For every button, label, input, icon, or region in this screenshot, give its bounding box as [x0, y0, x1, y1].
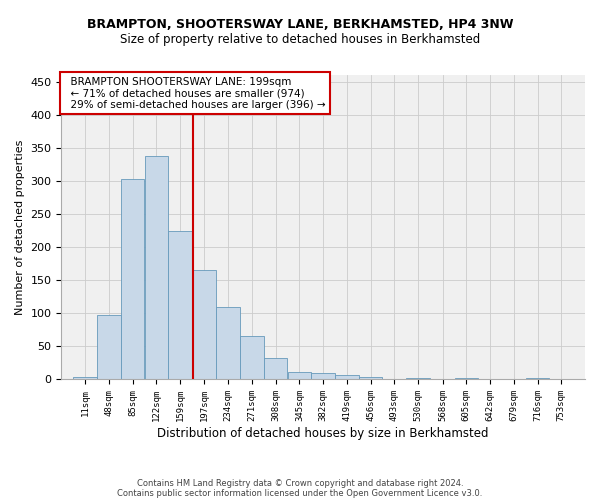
Bar	[240, 336, 264, 380]
Bar	[335, 375, 359, 380]
Bar	[217, 306, 240, 380]
Bar	[121, 179, 145, 380]
Y-axis label: Number of detached properties: Number of detached properties	[15, 140, 25, 315]
Bar	[73, 378, 97, 380]
Text: Size of property relative to detached houses in Berkhamsted: Size of property relative to detached ho…	[120, 32, 480, 46]
Text: BRAMPTON, SHOOTERSWAY LANE, BERKHAMSTED, HP4 3NW: BRAMPTON, SHOOTERSWAY LANE, BERKHAMSTED,…	[87, 18, 513, 30]
Bar	[311, 373, 335, 380]
Bar	[359, 378, 382, 380]
Bar	[145, 156, 168, 380]
Bar	[97, 316, 121, 380]
Text: Contains public sector information licensed under the Open Government Licence v3: Contains public sector information licen…	[118, 488, 482, 498]
Bar	[287, 372, 311, 380]
Text: BRAMPTON SHOOTERSWAY LANE: 199sqm
  ← 71% of detached houses are smaller (974)
 : BRAMPTON SHOOTERSWAY LANE: 199sqm ← 71% …	[64, 76, 326, 110]
Bar	[455, 378, 478, 380]
X-axis label: Distribution of detached houses by size in Berkhamsted: Distribution of detached houses by size …	[157, 427, 489, 440]
Bar	[193, 270, 216, 380]
Text: Contains HM Land Registry data © Crown copyright and database right 2024.: Contains HM Land Registry data © Crown c…	[137, 478, 463, 488]
Bar	[264, 358, 287, 380]
Bar	[526, 378, 549, 380]
Bar	[169, 231, 192, 380]
Bar	[406, 378, 430, 380]
